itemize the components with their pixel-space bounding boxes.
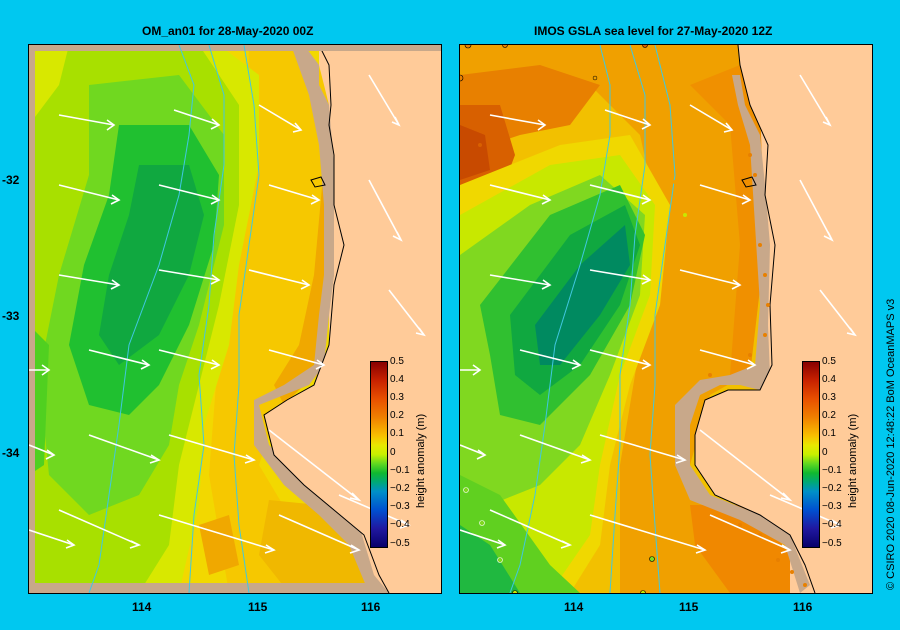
cb-tick: 0.1	[390, 428, 404, 439]
lat-tick-label: -34	[2, 446, 20, 460]
cb-tick: −0.3	[390, 501, 410, 512]
right-panel-title: IMOS GSLA sea level for 27-May-2020 12Z	[534, 24, 773, 38]
cb-tick: 0	[390, 447, 396, 458]
cb-tick: −0.5	[822, 538, 842, 549]
cb-tick: 0	[822, 447, 828, 458]
left-map-svg	[29, 45, 441, 593]
left-colorbar	[370, 361, 388, 548]
credit-text: © CSIRO 2020 08-Jun-2020 12:48:22 BoM Oc…	[885, 298, 897, 590]
lon-tick-label: 114	[564, 600, 584, 614]
cb-tick: −0.5	[390, 538, 410, 549]
cb-tick: 0.1	[822, 428, 836, 439]
right-colorbar	[802, 361, 820, 548]
cb-tick: 0.5	[390, 356, 404, 367]
observation-dots	[460, 45, 807, 593]
lon-tick-label: 115	[248, 600, 268, 614]
left-wind-arrows	[29, 74, 426, 554]
cb-tick: 0.4	[822, 374, 836, 385]
left-colorbar-title: height anomaly (m)	[415, 413, 427, 508]
right-colorbar-title: height anomaly (m)	[847, 413, 859, 508]
lat-tick-label: -33	[2, 309, 20, 323]
lon-tick-label: 116	[361, 600, 381, 614]
cb-tick: −0.1	[390, 465, 410, 476]
cb-tick: −0.4	[822, 519, 842, 530]
cb-tick: 0.3	[822, 392, 836, 403]
cb-tick: −0.1	[822, 465, 842, 476]
cb-tick: −0.2	[390, 483, 410, 494]
cb-tick: −0.2	[822, 483, 842, 494]
left-panel-title: OM_an01 for 28-May-2020 00Z	[142, 24, 314, 38]
cb-tick: 0.4	[390, 374, 404, 385]
lat-tick-label: -32	[2, 173, 20, 187]
right-map-svg	[460, 45, 872, 593]
lon-tick-label: 114	[132, 600, 152, 614]
right-wind-arrows	[460, 74, 857, 554]
cb-tick: 0.3	[390, 392, 404, 403]
lon-tick-label: 115	[679, 600, 699, 614]
lon-tick-label: 116	[793, 600, 813, 614]
right-map-panel	[459, 44, 873, 594]
cb-tick: −0.4	[390, 519, 410, 530]
cb-tick: 0.2	[822, 410, 836, 421]
cb-tick: 0.5	[822, 356, 836, 367]
cb-tick: −0.3	[822, 501, 842, 512]
cb-tick: 0.2	[390, 410, 404, 421]
left-map-panel	[28, 44, 442, 594]
